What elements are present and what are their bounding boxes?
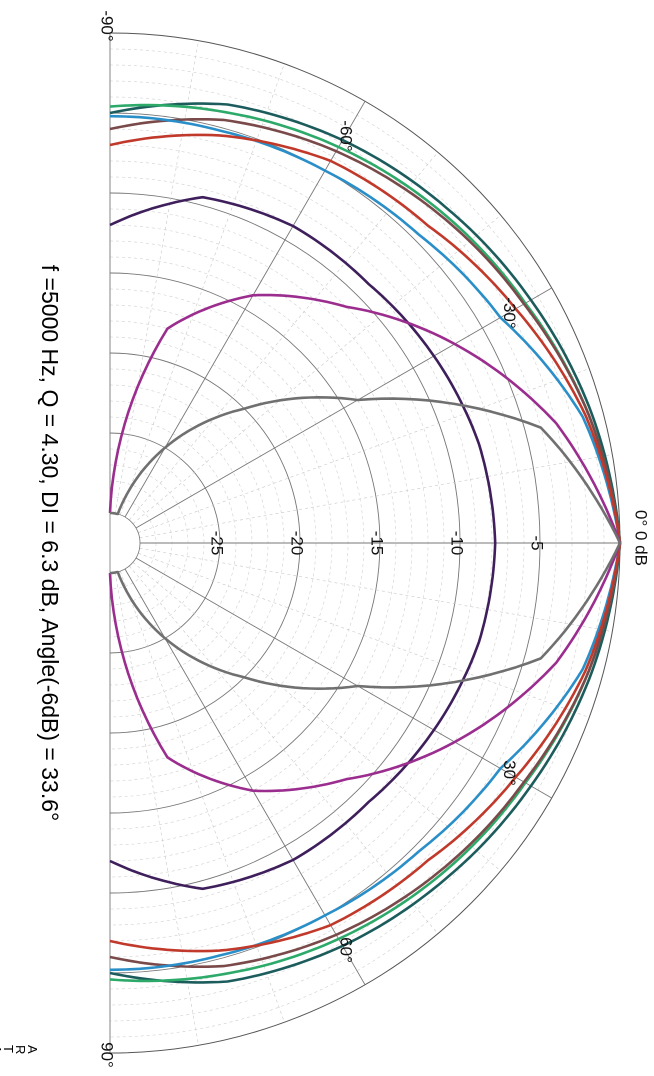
grid-spoke bbox=[135, 557, 552, 799]
grid-spoke bbox=[119, 571, 285, 1023]
angle-tick-label: 60° bbox=[337, 937, 356, 963]
radial-tick-label: -20 bbox=[288, 531, 307, 556]
angle-tick-label: -60° bbox=[337, 120, 356, 151]
grid-circle-minor bbox=[109, 256, 397, 830]
grid-spoke bbox=[119, 63, 285, 515]
grid-spoke bbox=[129, 565, 439, 934]
grid-spoke bbox=[139, 454, 613, 539]
radial-tick-label: -10 bbox=[448, 531, 467, 556]
grid-spoke bbox=[132, 214, 501, 524]
grid-circle-minor bbox=[109, 336, 317, 750]
grid-spoke bbox=[132, 562, 501, 872]
grid-hub bbox=[109, 512, 141, 574]
grid-spoke bbox=[114, 40, 199, 514]
series-curve-8 bbox=[109, 396, 622, 690]
radial-tick-label: -25 bbox=[208, 531, 227, 556]
angle-tick-label: -30° bbox=[500, 297, 519, 328]
grid-spoke bbox=[129, 152, 439, 521]
directivity-curves bbox=[108, 102, 622, 984]
grid-spoke bbox=[139, 547, 613, 632]
radial-tick-label: -15 bbox=[368, 531, 387, 556]
grid-spoke bbox=[138, 552, 590, 718]
angle-tick-label: 0° 0 dB bbox=[632, 510, 651, 566]
radial-tick-label: -5 bbox=[528, 535, 547, 550]
chart-caption: f =5000 Hz, Q = 4.30, DI = 6.3 dB, Angle… bbox=[37, 265, 63, 821]
angle-tick-label: 30° bbox=[500, 760, 519, 786]
watermark-logo: ARTA bbox=[0, 1045, 40, 1054]
grid-spoke bbox=[135, 287, 552, 529]
angle-tick-label: -90° bbox=[98, 10, 117, 41]
grid-circle-minor bbox=[109, 160, 493, 926]
grid-spoke bbox=[124, 568, 366, 985]
series-curve-6 bbox=[109, 195, 497, 891]
grid-spoke bbox=[124, 101, 366, 518]
grid-spoke bbox=[138, 368, 590, 534]
grid-spoke bbox=[114, 572, 199, 1046]
grid-circle-minor bbox=[109, 80, 573, 1006]
axis-labels: -5 -10 -15 -20 -25 -90° -60° -30° 0° 0 dB 30° 60° 9… bbox=[98, 10, 651, 1068]
grid-circle-minor bbox=[109, 368, 285, 718]
angle-tick-label: 90° bbox=[98, 1042, 117, 1068]
